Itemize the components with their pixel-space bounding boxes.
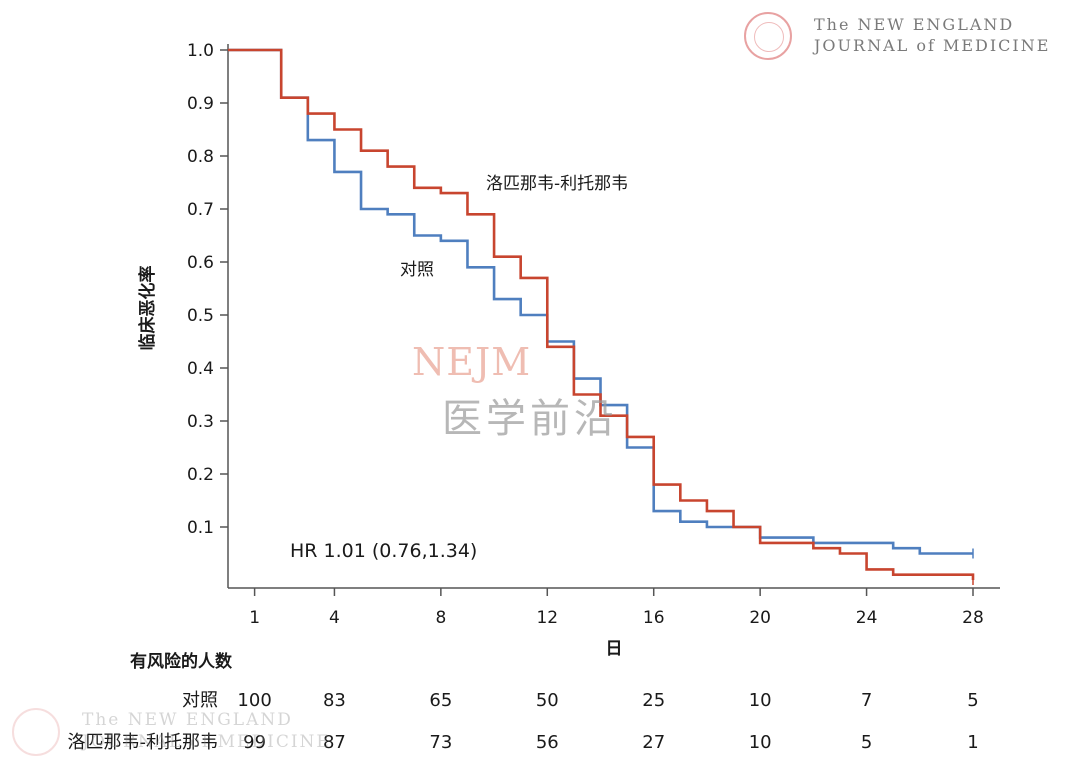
footer-logo-line1: The NEW ENGLAND [82,710,293,730]
series-label-lopinavir-ritonavir: 洛匹那韦-利托那韦 [486,174,628,194]
y-tick-label: 0.5 [187,306,214,326]
y-tick-label: 0.7 [187,200,214,220]
y-tick-label: 0.2 [187,465,214,485]
y-tick-label: 0.4 [187,359,214,379]
risk-row-label: 洛匹那韦-利托那韦 [68,732,219,753]
logo-line1: The NEW ENGLAND [814,15,1015,34]
risk-table-cell: 50 [536,690,559,711]
footer-logo-line2: JOURNAL of MEDICINE [82,732,331,752]
risk-table-cell: 1 [967,732,978,753]
x-tick-label: 1 [249,608,260,628]
risk-row-label: 对照 [182,690,218,711]
nejm-logo: The NEW ENGLAND JOURNAL of MEDICINE [744,12,1074,62]
y-tick-label: 0.9 [187,94,214,114]
y-tick-label: 0.1 [187,518,214,538]
risk-table-cell: 10 [749,690,772,711]
risk-table-cell: 5 [861,732,872,753]
footer-seal-icon [12,708,60,756]
x-tick-label: 8 [435,608,446,628]
risk-table-cell: 56 [536,732,559,753]
x-axis-title: 日 [606,639,623,659]
nejm-seal-icon [744,12,792,60]
risk-table-cell: 25 [642,690,665,711]
risk-table-cell: 87 [323,732,346,753]
risk-table-cell: 10 [749,732,772,753]
footer-logo: The NEW ENGLAND JOURNAL of MEDICINE [12,708,372,758]
hazard-ratio-annotation: HR 1.01 (0.76,1.34) [290,540,477,562]
risk-table-cell: 83 [323,690,346,711]
y-tick-label: 0.8 [187,147,214,167]
x-tick-label: 12 [536,608,558,628]
y-tick-label: 0.3 [187,412,214,432]
x-tick-label: 20 [749,608,771,628]
risk-table-cell: 5 [967,690,978,711]
risk-table-cell: 100 [237,690,271,711]
risk-table-cell: 99 [243,732,266,753]
risk-table-cell: 27 [642,732,665,753]
x-tick-label: 16 [643,608,665,628]
risk-table-heading: 有风险的人数 [130,651,233,672]
x-tick-label: 24 [856,608,878,628]
risk-table-cell: 73 [429,732,452,753]
series-label-control: 对照 [400,260,434,280]
x-tick-label: 4 [329,608,340,628]
logo-line2: JOURNAL of MEDICINE [814,36,1051,55]
risk-table-cell: 65 [429,690,452,711]
y-tick-label: 0.6 [187,253,214,273]
series-line-control [228,48,973,555]
series-line-lopinavir-ritonavir [228,48,975,580]
risk-table-cell: 7 [861,690,872,711]
y-tick-label: 1.0 [187,41,214,61]
x-tick-label: 28 [962,608,984,628]
y-axis-title: 临床恶化率 [137,266,158,351]
